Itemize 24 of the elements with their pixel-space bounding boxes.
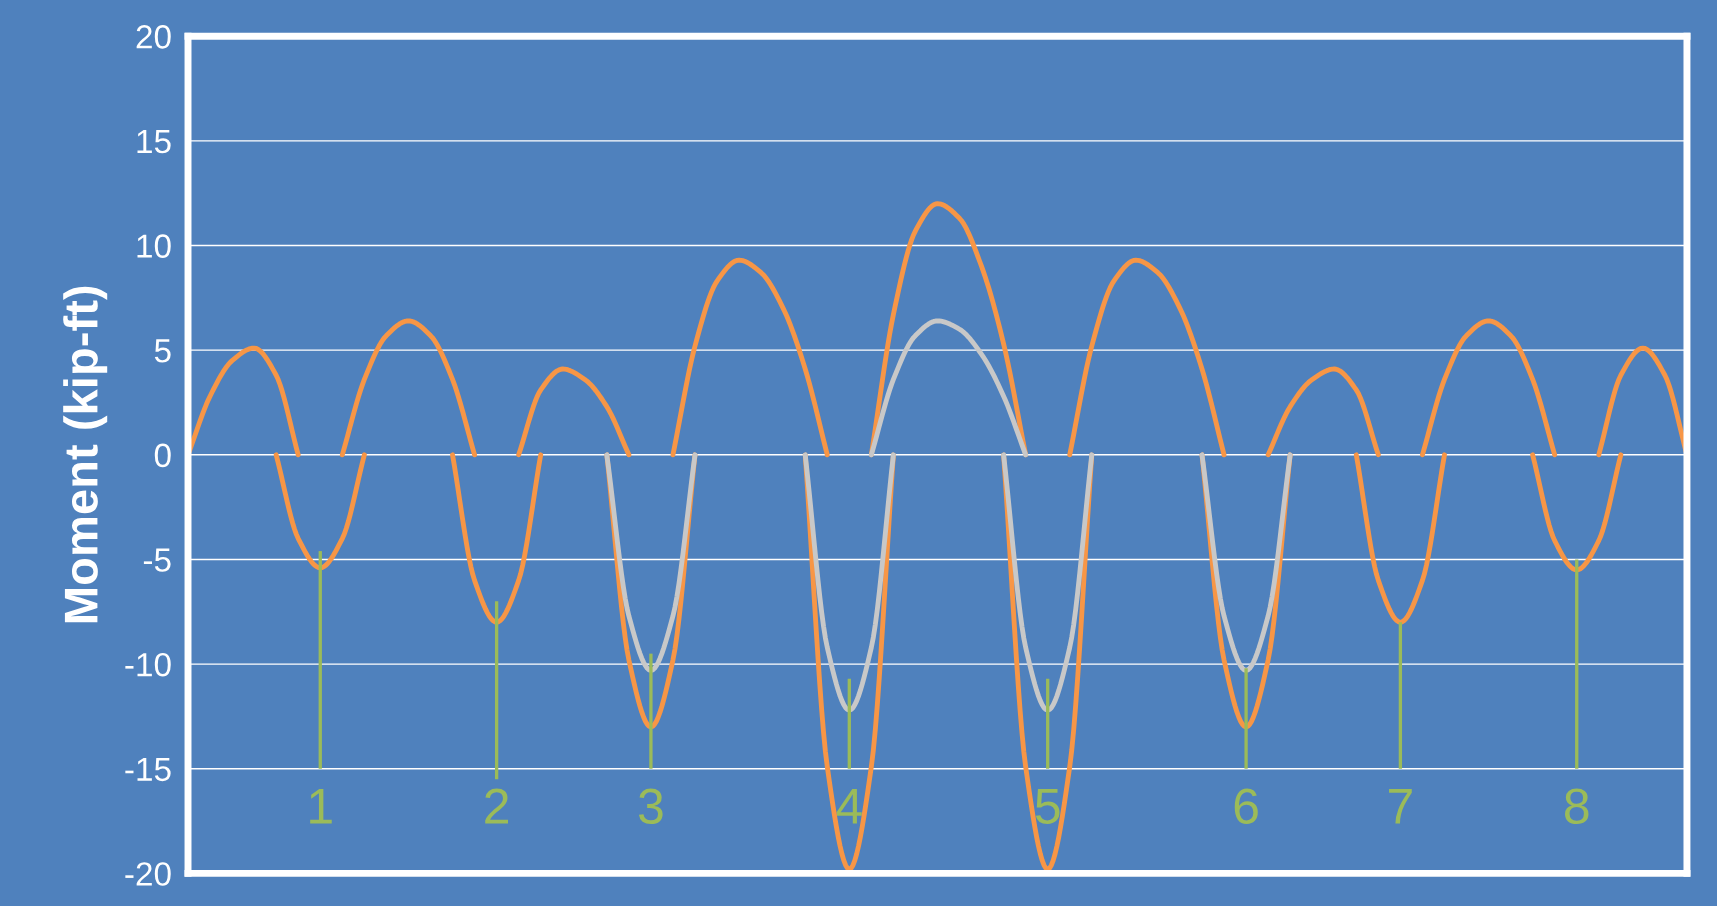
bar bbox=[1575, 559, 1579, 769]
x-tick-label: 4 bbox=[836, 789, 862, 824]
bar bbox=[318, 551, 322, 769]
x-tick-label: 2 bbox=[485, 788, 509, 824]
bar bbox=[847, 678, 851, 769]
y-tick-label: 0 bbox=[154, 443, 171, 468]
x-tick-label: 8 bbox=[1565, 788, 1589, 824]
bar bbox=[1398, 622, 1403, 769]
x-tick-label: 3 bbox=[638, 788, 663, 824]
y-tick-label: 5 bbox=[154, 339, 171, 363]
y-tick-label: -15 bbox=[125, 757, 171, 782]
x-tick-label: 5 bbox=[1035, 789, 1060, 824]
y-tick-label: 10 bbox=[137, 234, 171, 258]
bar bbox=[494, 601, 499, 780]
y-tick-label: -20 bbox=[125, 862, 171, 886]
y-tick-label: 15 bbox=[137, 130, 171, 154]
bar bbox=[1046, 678, 1050, 769]
x-tick-label: 1 bbox=[310, 789, 332, 824]
y-tick-label: -10 bbox=[125, 652, 171, 677]
y-axis-title: Moment (kip-ft) bbox=[63, 286, 108, 623]
y-tick-label: -5 bbox=[143, 548, 171, 572]
x-tick-label: 6 bbox=[1234, 788, 1258, 824]
y-tick-label: 20 bbox=[136, 25, 171, 49]
x-tick-label: 7 bbox=[1389, 789, 1412, 824]
